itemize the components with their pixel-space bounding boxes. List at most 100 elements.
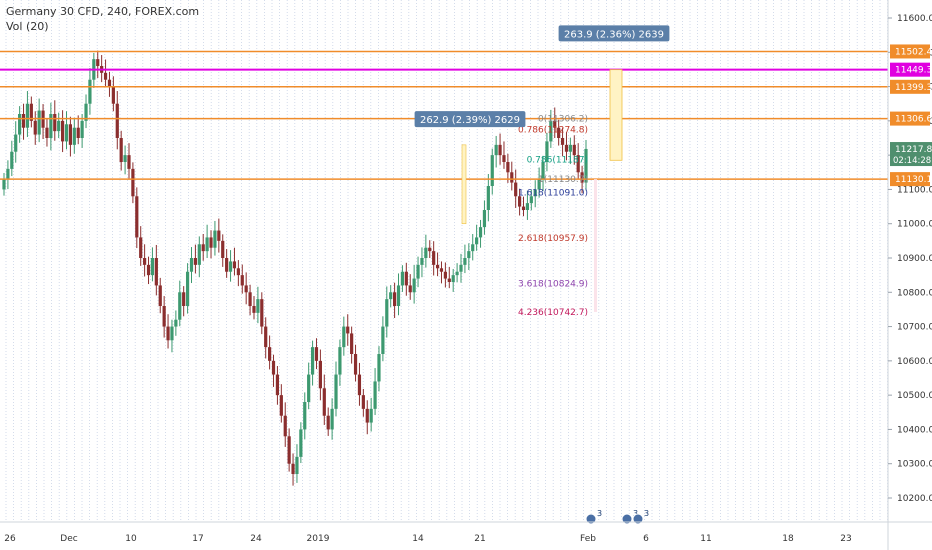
- candle-body: [412, 278, 416, 293]
- price-level-tag[interactable]: [890, 44, 930, 59]
- candle-body: [143, 258, 147, 265]
- current-price-value: 11217.8: [895, 145, 932, 155]
- fib-level-label: 3.618(10824.9): [518, 280, 588, 290]
- candle-body: [283, 415, 287, 437]
- price-level-tag-text: 11130.1: [895, 175, 932, 185]
- candle-body: [158, 285, 162, 306]
- candle-body: [369, 408, 373, 423]
- y-tick-label: 10700.0: [897, 323, 932, 333]
- candle-body: [197, 244, 201, 265]
- y-tick-label: 10900.0: [897, 254, 932, 264]
- candle-body: [189, 258, 194, 272]
- fib-level-label: 4.236(10742.7): [518, 308, 588, 318]
- candle-body: [420, 258, 424, 265]
- fib-lower-measure-badge-text: 262.9 (2.39%) 2629: [420, 115, 520, 126]
- price-level-tag[interactable]: [890, 172, 930, 187]
- fib-upper-range-box[interactable]: [609, 69, 623, 161]
- candle-body: [80, 120, 84, 138]
- candle-body: [393, 292, 397, 306]
- x-tick-label: 24: [250, 534, 262, 544]
- candle-body: [174, 319, 178, 327]
- candle-body: [459, 264, 463, 272]
- fib-level-label: 1(11130.7): [538, 175, 588, 185]
- candle-body: [205, 237, 209, 252]
- y-tick-label: 11600.0: [897, 14, 932, 24]
- candle-body: [310, 347, 315, 375]
- candle-body: [580, 172, 584, 183]
- candle-body: [287, 436, 291, 464]
- y-tick-label: 10300.0: [897, 460, 932, 470]
- fib-upper-measure-badge[interactable]: [558, 25, 670, 42]
- candle-body: [428, 247, 432, 252]
- candle-body: [447, 278, 451, 282]
- candle-body: [396, 285, 401, 306]
- candle-body: [60, 120, 65, 142]
- candle-body: [549, 120, 553, 142]
- candle-body: [502, 155, 506, 162]
- candle-body: [435, 264, 440, 269]
- fib-level-label: 0.786(11187): [527, 156, 588, 166]
- candle-body: [88, 79, 92, 104]
- candle-body: [424, 247, 428, 258]
- candle-body: [318, 360, 322, 389]
- candle-body: [322, 388, 326, 416]
- fib-level-label: 2.618(10957.9): [518, 234, 588, 244]
- candle-body: [18, 114, 22, 135]
- candle-body: [57, 120, 61, 132]
- price-level-tag[interactable]: [890, 62, 930, 77]
- candle-body: [326, 415, 330, 430]
- candle-body: [404, 271, 408, 286]
- current-price-tag[interactable]: [890, 142, 932, 167]
- x-tick-label: 2019: [307, 534, 330, 544]
- candle-body: [64, 124, 69, 142]
- event-flag-count: 3: [644, 509, 649, 518]
- candle-body: [131, 168, 135, 197]
- candle-body: [537, 179, 541, 190]
- candle-body: [525, 203, 530, 210]
- candle-body: [107, 79, 112, 87]
- x-tick-label: 14: [412, 534, 424, 544]
- candle-body: [268, 347, 272, 361]
- candle-body: [10, 151, 14, 169]
- candle-body: [432, 251, 436, 265]
- candle-body: [400, 271, 405, 286]
- y-tick-label: 10400.0: [897, 425, 932, 435]
- candle-body: [213, 230, 217, 248]
- candle-body: [494, 144, 498, 156]
- candle-body: [482, 210, 487, 228]
- candle-body: [455, 271, 459, 276]
- y-tick-label: 10600.0: [897, 357, 932, 367]
- candle-body: [350, 333, 354, 354]
- candle-body: [529, 196, 533, 204]
- candle-body: [123, 155, 127, 162]
- price-level-tag[interactable]: [890, 111, 930, 126]
- candle-body: [182, 292, 186, 306]
- fib-upper-measure-badge-text: 263.9 (2.36%) 2639: [564, 29, 664, 40]
- candle-body: [244, 285, 248, 293]
- candle-body: [353, 354, 358, 375]
- candle-body: [486, 186, 490, 210]
- candle-body: [115, 103, 119, 138]
- price-level-tag[interactable]: [890, 79, 930, 94]
- x-tick-label: 10: [125, 534, 137, 544]
- candle-body: [416, 264, 420, 279]
- candle-body: [557, 127, 561, 138]
- fib-lower-measure-badge[interactable]: [414, 111, 526, 128]
- x-tick-label: 18: [782, 534, 794, 544]
- candle-body: [346, 326, 350, 334]
- fib-lower-range-box[interactable]: [461, 144, 467, 225]
- candle-body: [377, 354, 381, 382]
- candle-body: [299, 429, 303, 457]
- candle-body: [381, 326, 385, 354]
- fib-level-label: 0(11306.2): [538, 115, 588, 125]
- candle-body: [236, 268, 240, 276]
- price-level-tag-text: 11449.3: [895, 66, 932, 76]
- y-tick-label: 10800.0: [897, 288, 932, 298]
- candle-body: [365, 408, 369, 423]
- candle-body: [228, 261, 233, 272]
- candle-body: [463, 258, 467, 265]
- candle-body: [221, 240, 225, 258]
- candle-body: [53, 114, 57, 132]
